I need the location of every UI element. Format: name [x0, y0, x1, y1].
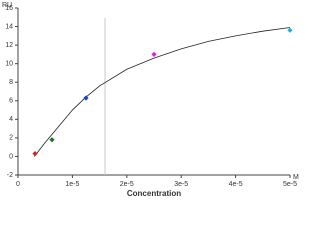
- data-point: [32, 151, 38, 157]
- y-tick-label: 14: [5, 23, 13, 30]
- x-tick-label: 1e-5: [65, 181, 79, 188]
- page: {"chart_data": {"type": "scatter", "y_un…: [2, 1, 299, 199]
- data-point: [83, 95, 89, 101]
- y-tick-label: 16: [5, 5, 13, 12]
- y-tick-label: 12: [5, 42, 13, 49]
- x-tick-label: 5e-5: [283, 181, 297, 188]
- x-tick-label: 3e-5: [174, 181, 188, 188]
- x-unit: M: [293, 174, 299, 181]
- y-tick-label: 10: [5, 61, 13, 68]
- y-tick-label: 2: [9, 135, 13, 142]
- x-axis-label: Concentration: [127, 189, 181, 198]
- y-tick-label: 6: [9, 98, 13, 105]
- y-unit: RU: [2, 2, 12, 9]
- y-tick-label: -2: [7, 172, 13, 179]
- y-tick-label: 8: [9, 79, 13, 86]
- data-point: [151, 51, 157, 57]
- y-tick-label: 0: [9, 153, 13, 160]
- x-tick-label: 2e-5: [120, 181, 134, 188]
- y-tick-label: 4: [9, 116, 13, 123]
- data-point: [49, 137, 55, 143]
- data-point: [287, 27, 293, 33]
- fit-curve: [34, 27, 291, 157]
- x-tick-label: 0: [16, 181, 20, 188]
- x-tick-label: 4e-5: [229, 181, 243, 188]
